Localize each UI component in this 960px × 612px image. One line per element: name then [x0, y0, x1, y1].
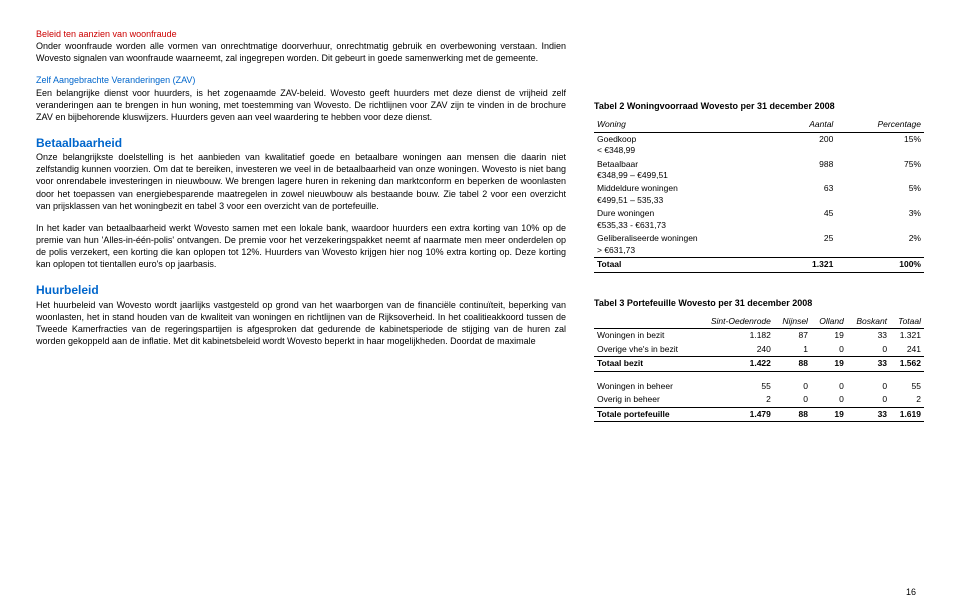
t3-h0	[594, 315, 696, 329]
t3-r3-2: 0	[774, 393, 811, 407]
t3-r3-5: 2	[890, 393, 924, 407]
t3-tot-4: 33	[847, 407, 890, 421]
t3-st-1: 1.422	[696, 357, 774, 371]
page-number: 16	[906, 586, 916, 598]
table-2: Woning Aantal Percentage Goedkoop< €348,…	[594, 118, 924, 273]
para-betaal-1: Onze belangrijkste doelstelling is het a…	[36, 151, 566, 212]
t2-r0-p: 15%	[836, 132, 924, 157]
left-column: Beleid ten aanzien van woonfraude Onder …	[36, 28, 566, 422]
t2-h3: Percentage	[836, 118, 924, 132]
t2-r1-a: 988	[783, 158, 836, 183]
t3-st-l: Totaal bezit	[594, 357, 696, 371]
para-zav: Een belangrijke dienst voor huurders, is…	[36, 87, 566, 123]
t2-r2-s: €499,51 – 535,33	[597, 195, 663, 205]
t2-r3-a: 45	[783, 207, 836, 232]
t3-r1-2: 1	[774, 343, 811, 357]
t3-h2: Nijnsel	[774, 315, 811, 329]
t3-tot-2: 88	[774, 407, 811, 421]
t2-r4-s: > €631,73	[597, 245, 635, 255]
t2-r0-l: Goedkoop	[597, 134, 636, 144]
heading-woonfraude: Beleid ten aanzien van woonfraude	[36, 28, 566, 40]
t3-h5: Totaal	[890, 315, 924, 329]
t2-r4-l: Geliberaliseerde woningen	[597, 233, 698, 243]
t3-tot-1: 1.479	[696, 407, 774, 421]
t2-r0-a: 200	[783, 132, 836, 157]
t3-r1-1: 240	[696, 343, 774, 357]
t2-r3-s: €535,33 - €631,73	[597, 220, 666, 230]
t3-r0-l: Woningen in bezit	[594, 329, 696, 343]
t3-r2-2: 0	[774, 380, 811, 393]
para-huur: Het huurbeleid van Wovesto wordt jaarlij…	[36, 299, 566, 348]
t3-h1: Sint-Oedenrode	[696, 315, 774, 329]
t3-r3-l: Overig in beheer	[594, 393, 696, 407]
t2-r1-l: Betaalbaar	[597, 159, 638, 169]
t2-r0-s: < €348,99	[597, 145, 635, 155]
t3-r1-l: Overige vhe's in bezit	[594, 343, 696, 357]
heading-zav: Zelf Aangebrachte Veranderingen (ZAV)	[36, 74, 566, 86]
t3-r1-3: 0	[811, 343, 847, 357]
t3-r2-5: 55	[890, 380, 924, 393]
para-woonfraude: Onder woonfraude worden alle vormen van …	[36, 40, 566, 64]
t2-r2-p: 5%	[836, 182, 924, 207]
t3-tot-3: 19	[811, 407, 847, 421]
t3-st-2: 88	[774, 357, 811, 371]
t3-r2-1: 55	[696, 380, 774, 393]
t3-r3-4: 0	[847, 393, 890, 407]
t3-r3-3: 0	[811, 393, 847, 407]
table2-caption: Tabel 2 Woningvoorraad Wovesto per 31 de…	[594, 100, 924, 112]
t2-r3-l: Dure woningen	[597, 208, 654, 218]
t2-r2-a: 63	[783, 182, 836, 207]
t2-r2-l: Middeldure woningen	[597, 183, 678, 193]
right-column: Tabel 2 Woningvoorraad Wovesto per 31 de…	[594, 28, 924, 422]
t2-h1: Woning	[594, 118, 783, 132]
t3-r2-4: 0	[847, 380, 890, 393]
t3-r0-4: 33	[847, 329, 890, 343]
t3-r3-1: 2	[696, 393, 774, 407]
t2-r4-a: 25	[783, 232, 836, 257]
heading-huurbeleid: Huurbeleid	[36, 282, 566, 298]
table3-caption: Tabel 3 Portefeuille Wovesto per 31 dece…	[594, 297, 924, 309]
t3-r0-5: 1.321	[890, 329, 924, 343]
t3-st-3: 19	[811, 357, 847, 371]
t3-st-5: 1.562	[890, 357, 924, 371]
t2-r1-p: 75%	[836, 158, 924, 183]
t3-st-4: 33	[847, 357, 890, 371]
table-3: Sint-Oedenrode Nijnsel Olland Boskant To…	[594, 315, 924, 422]
t2-tot-l: Totaal	[594, 258, 783, 272]
t3-tot-l: Totale portefeuille	[594, 407, 696, 421]
t3-r0-3: 19	[811, 329, 847, 343]
t3-r0-2: 87	[774, 329, 811, 343]
t3-tot-5: 1.619	[890, 407, 924, 421]
heading-betaalbaarheid: Betaalbaarheid	[36, 135, 566, 151]
t3-r1-4: 0	[847, 343, 890, 357]
t3-h4: Boskant	[847, 315, 890, 329]
para-betaal-2: In het kader van betaalbaarheid werkt Wo…	[36, 222, 566, 271]
t3-r2-l: Woningen in beheer	[594, 380, 696, 393]
t3-h3: Olland	[811, 315, 847, 329]
t2-r1-s: €348,99 – €499,51	[597, 170, 668, 180]
t2-tot-a: 1.321	[783, 258, 836, 272]
t3-r1-5: 241	[890, 343, 924, 357]
t2-r4-p: 2%	[836, 232, 924, 257]
t3-r0-1: 1.182	[696, 329, 774, 343]
t3-r2-3: 0	[811, 380, 847, 393]
t2-r3-p: 3%	[836, 207, 924, 232]
t2-h2: Aantal	[783, 118, 836, 132]
t2-tot-p: 100%	[836, 258, 924, 272]
